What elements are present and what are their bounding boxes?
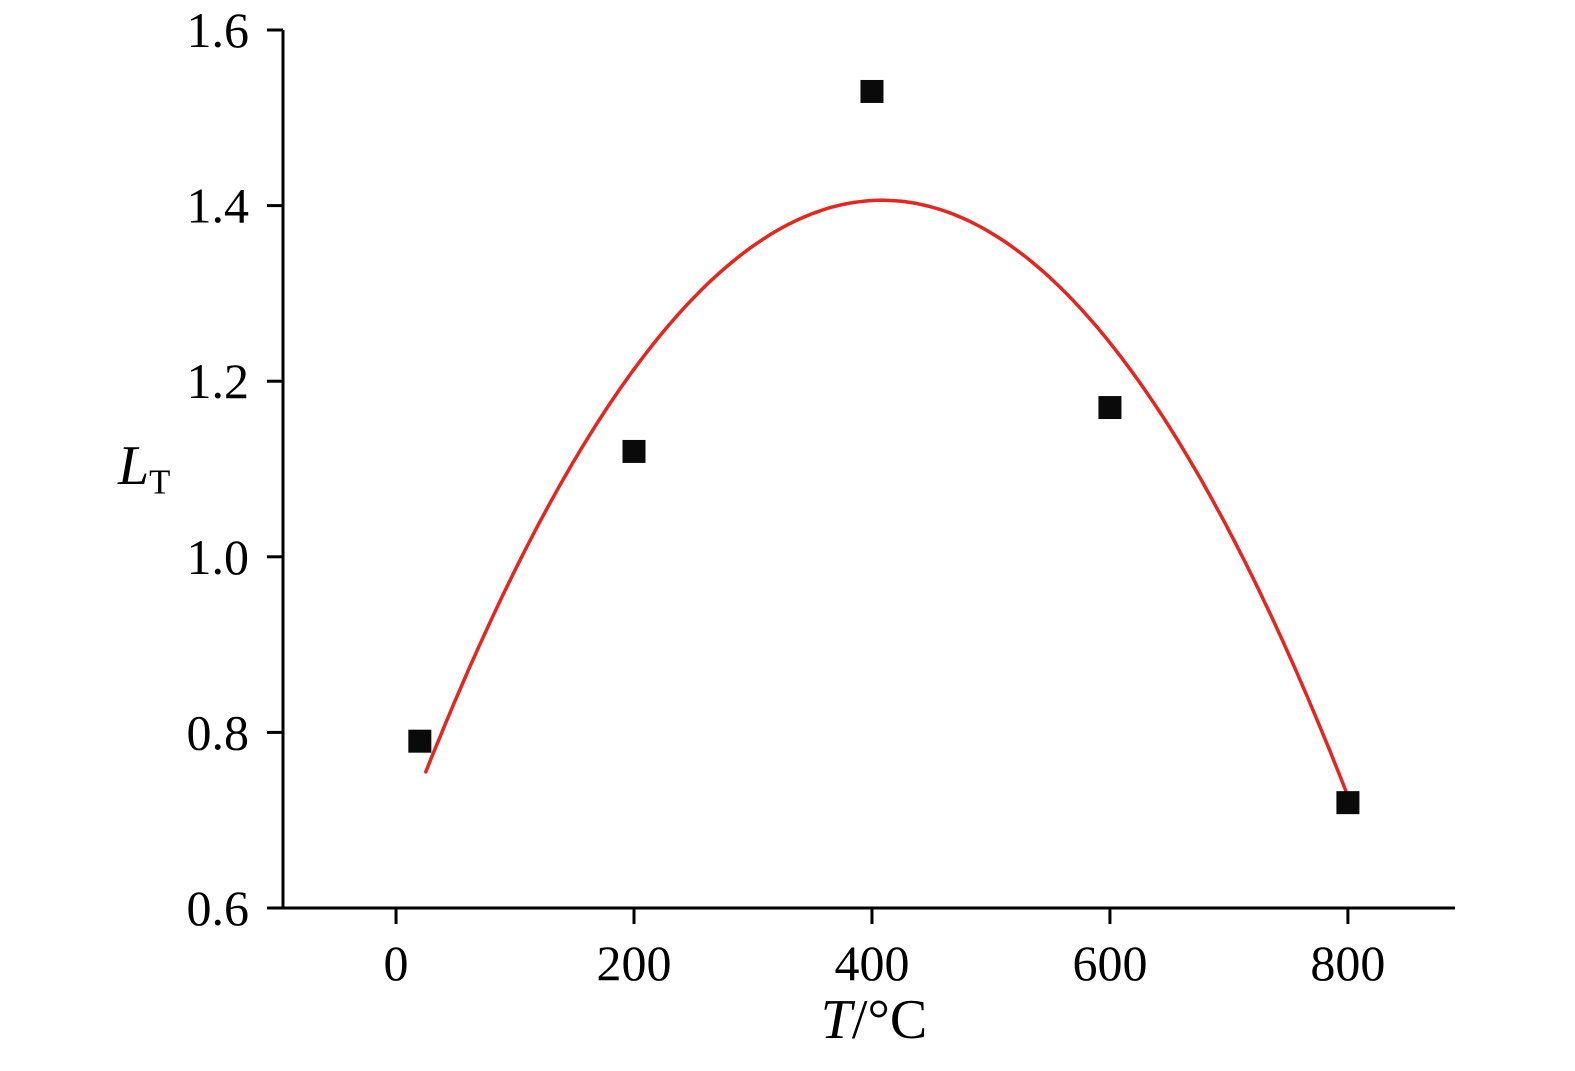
data-point-marker <box>1336 791 1360 815</box>
data-point-marker <box>1098 396 1122 420</box>
y-axis-label-subscript: T <box>149 462 171 502</box>
y-tick-label: 1.4 <box>187 178 250 234</box>
y-tick-label: 1.2 <box>187 353 250 409</box>
data-point-marker <box>408 729 432 753</box>
x-axis-label-unit: /°C <box>851 989 928 1051</box>
y-axis-label-symbol: L <box>118 435 150 497</box>
x-tick-label: 200 <box>597 935 672 991</box>
fit-curve <box>424 198 1356 814</box>
x-tick-label: 600 <box>1072 935 1147 991</box>
x-tick-label: 400 <box>834 935 909 991</box>
x-tick-label: 800 <box>1310 935 1385 991</box>
y-tick-label: 1.6 <box>187 2 250 58</box>
data-point-marker <box>860 79 884 103</box>
y-tick-label: 0.6 <box>187 880 250 936</box>
x-axis-label: T/°C <box>744 988 1004 1052</box>
y-tick-label: 0.8 <box>187 704 250 760</box>
x-tick-label: 0 <box>384 935 409 991</box>
x-axis-label-symbol: T <box>820 989 852 1051</box>
y-axis-label: LT <box>118 434 170 503</box>
y-tick-label: 1.0 <box>187 529 250 585</box>
data-point-marker <box>622 439 646 463</box>
